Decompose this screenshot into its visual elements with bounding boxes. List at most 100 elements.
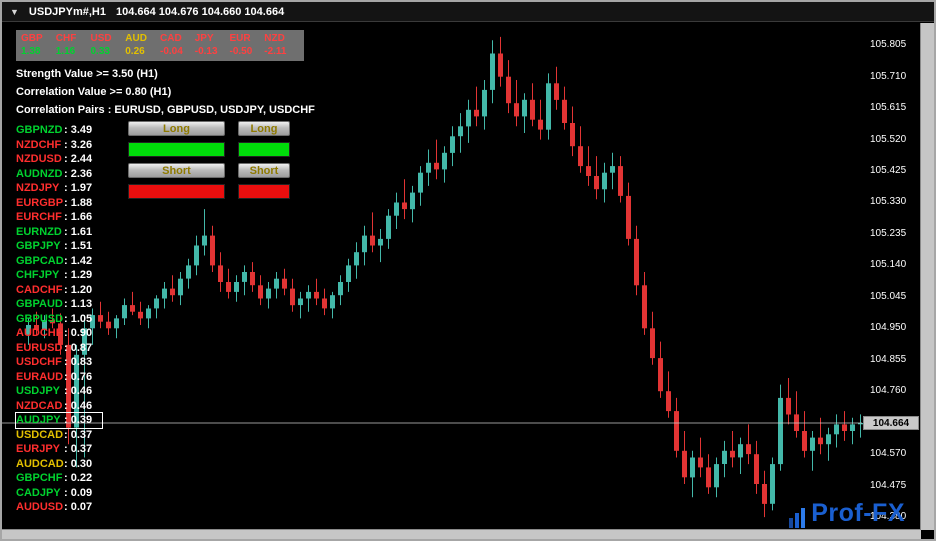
pair-separator: : [64, 457, 71, 470]
pair-symbol: GBPNZD [16, 124, 63, 136]
pair-strength-value: 1.29 [70, 269, 93, 281]
pair-strength-value: 0.46 [70, 385, 93, 397]
horizontal-scrollbar[interactable] [2, 529, 921, 539]
candle-body [186, 265, 191, 279]
pair-separator: : [64, 356, 71, 368]
pair-symbol: CHFJPY [16, 269, 60, 281]
candle-body [354, 252, 359, 266]
short-button-primary[interactable]: Short [128, 163, 225, 178]
pair-row: GBPAUD: 1.13 [16, 297, 102, 312]
candle-body [410, 192, 415, 210]
price-axis-label: 105.330 [870, 196, 907, 207]
collapse-icon[interactable]: ▼ [10, 6, 19, 17]
pair-separator: : [64, 370, 71, 383]
candle-body [50, 320, 55, 324]
currency-strength-value: 1.16 [55, 46, 76, 57]
pair-separator: : [64, 472, 71, 484]
candle-body [850, 424, 855, 431]
candle-body [666, 391, 671, 412]
candle-body [602, 172, 607, 190]
pair-symbol: GBPCHF [16, 472, 63, 484]
candle-body [426, 162, 431, 173]
candle-body [42, 320, 47, 330]
pair-separator: : [64, 283, 71, 296]
correlation-threshold-line: Correlation Value >= 0.80 (H1) [16, 86, 172, 98]
pair-symbol: EURAUD [16, 370, 64, 383]
long-signal-bar-secondary [238, 142, 290, 157]
candle-body [330, 295, 335, 309]
candle-body [122, 305, 127, 319]
candle-body [90, 315, 95, 329]
pair-symbol: EURUSD [16, 341, 63, 354]
currency-code: EUR [229, 33, 251, 44]
candle-body [546, 83, 551, 130]
pair-row: EURCHF: 1.66 [16, 210, 102, 225]
currency-strength-value: -0.50 [229, 46, 253, 57]
candle-body [490, 53, 495, 90]
candle-body [466, 109, 471, 127]
long-button-primary[interactable]: Long [128, 121, 225, 136]
candle-body [250, 272, 255, 286]
pair-separator: : [64, 269, 71, 281]
pair-row: EURUSD: 0.87 [16, 341, 102, 356]
candle-body [682, 450, 687, 478]
currency-strength-value: 0.26 [125, 46, 145, 57]
pair-row: EURNZD: 1.61 [16, 225, 102, 240]
pair-strength-value: 1.88 [70, 196, 93, 209]
price-axis-label: 104.475 [870, 480, 907, 491]
candle-body [698, 457, 703, 468]
candle-body [370, 235, 375, 246]
pair-symbol: USDCHF [16, 356, 62, 368]
pair-symbol: EURCHF [16, 211, 62, 223]
pair-row: GBPCAD: 1.42 [16, 254, 102, 269]
pair-row: AUDCAD: 0.30 [16, 457, 102, 472]
vertical-scrollbar[interactable] [920, 23, 934, 530]
pair-symbol: AUDNZD [16, 167, 63, 180]
pair-symbol: NZDCAD [16, 399, 63, 412]
pair-separator: : [64, 486, 71, 499]
pair-row-highlighted: AUDJPY: 0.39 [15, 412, 103, 429]
candle-body [26, 325, 31, 335]
candle-body [690, 457, 695, 478]
correlation-pairs-line: Correlation Pairs : EURUSD, GBPUSD, USDJ… [16, 104, 315, 116]
pair-row: USDCAD: 0.37 [16, 428, 102, 443]
candle-body [754, 454, 759, 484]
window-title: USDJPYm#,H1 [28, 5, 106, 18]
candle-body [498, 53, 503, 77]
short-button-secondary[interactable]: Short [238, 163, 290, 178]
candle-body [770, 464, 775, 504]
pair-strength-value: 1.20 [70, 283, 93, 296]
pair-separator: : [64, 124, 71, 136]
price-axis-label: 105.520 [870, 134, 907, 145]
candle-body [98, 315, 103, 322]
candle-body [394, 202, 399, 216]
candle-body [586, 166, 591, 176]
long-button-secondary[interactable]: Long [238, 121, 290, 136]
pair-strength-value: 1.66 [70, 211, 93, 223]
candle-body [642, 285, 647, 329]
ohlc-readout: 104.664 104.676 104.660 104.664 [115, 5, 285, 18]
pair-row: AUDUSD: 0.07 [16, 500, 102, 515]
pair-separator: : [64, 399, 71, 412]
candle-body [818, 437, 823, 445]
candle-body [218, 265, 223, 282]
candle-body [146, 308, 151, 319]
candle-body [634, 238, 639, 286]
short-signal-bar-secondary [238, 184, 290, 199]
pair-symbol: AUDCAD [16, 457, 64, 470]
pair-separator: : [64, 225, 71, 238]
candle-body [402, 202, 407, 210]
pair-symbol: AUDCHF [16, 327, 63, 339]
candle-body [834, 424, 839, 435]
price-axis-label: 105.710 [870, 71, 907, 82]
pair-list: GBPNZD: 3.49 NZDCHF: 3.26 NZDUSD: 2.44 AUDN… [15, 123, 103, 515]
pair-row: EURJPY: 0.37 [16, 442, 102, 457]
currency-code: AUD [125, 33, 147, 44]
strength-threshold-line: Strength Value >= 3.50 (H1) [16, 68, 158, 80]
pair-separator: : [64, 428, 71, 441]
candle-body [618, 166, 623, 196]
candle-body [34, 325, 39, 330]
pair-strength-value: 3.49 [70, 124, 93, 136]
price-axis: 104.664 105.805 105.710 105.615 105.520 105.… [862, 23, 921, 530]
currency-strength-value: 0.33 [90, 46, 110, 57]
